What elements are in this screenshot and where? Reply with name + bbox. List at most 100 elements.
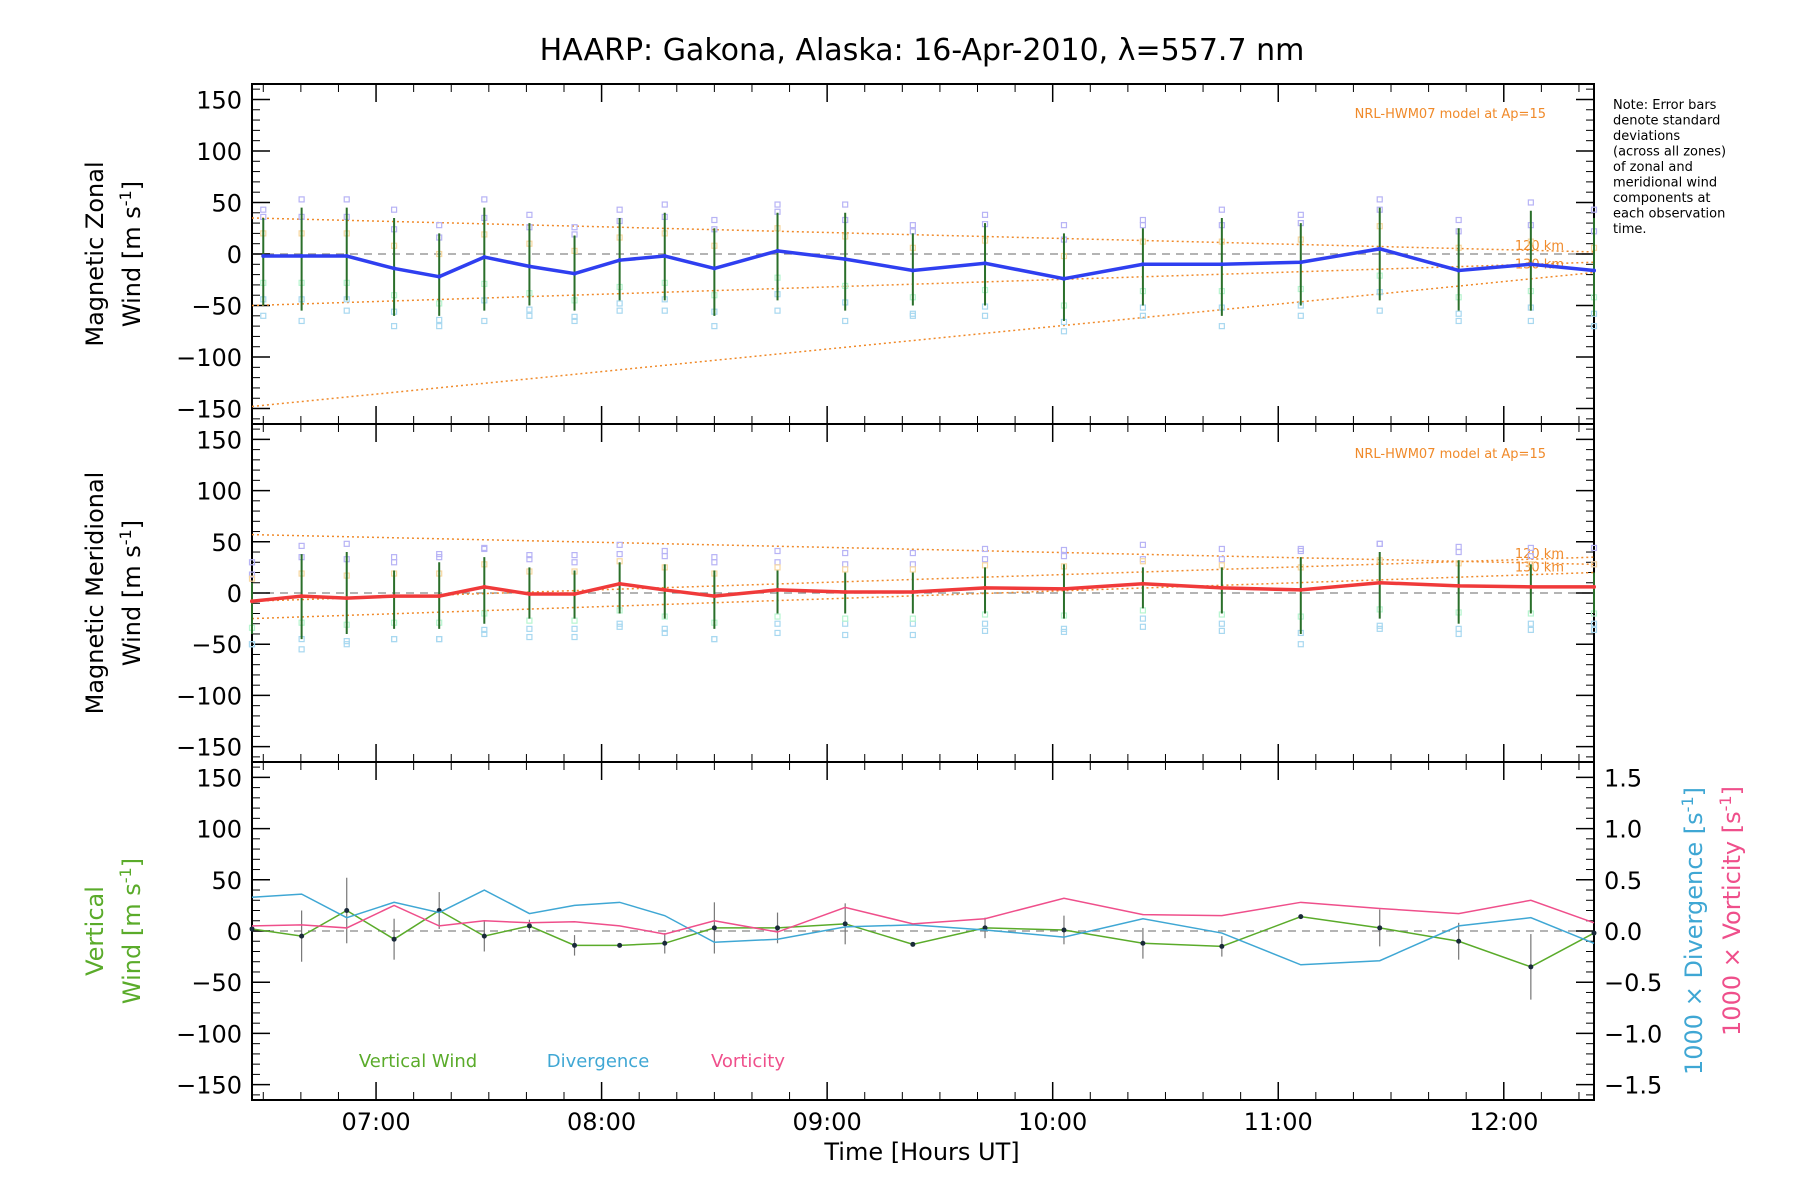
y-tick-label: 100 bbox=[196, 138, 242, 166]
data-point bbox=[482, 584, 487, 589]
y-tick-label: −150 bbox=[176, 734, 242, 762]
zone-point bbox=[909, 566, 916, 573]
data-point bbox=[1219, 585, 1224, 590]
zone-point bbox=[981, 620, 989, 627]
note-line: meridional wind bbox=[1613, 176, 1717, 191]
data-point bbox=[437, 594, 442, 599]
zone-point bbox=[298, 646, 305, 653]
legend-item: Vorticity bbox=[711, 1051, 785, 1072]
zone-point bbox=[774, 613, 781, 620]
zone-point bbox=[1218, 556, 1225, 563]
zone-point bbox=[571, 224, 578, 231]
y-tick-label: 100 bbox=[196, 478, 242, 506]
zone-point bbox=[248, 571, 256, 578]
zone-point bbox=[1139, 623, 1147, 630]
zone-point bbox=[1590, 561, 1598, 568]
data-point bbox=[344, 254, 349, 259]
y-axis-label-units: Wind [m s bbox=[118, 545, 146, 666]
zone-point bbox=[909, 631, 916, 639]
data-point bbox=[572, 271, 577, 276]
data-point bbox=[910, 268, 915, 273]
zone-point bbox=[1376, 196, 1383, 203]
zone-point bbox=[1376, 622, 1383, 629]
series-line-2 bbox=[251, 897, 1595, 935]
y-tick-label: 150 bbox=[196, 86, 242, 114]
zone-point bbox=[1455, 625, 1462, 632]
zone-point bbox=[1060, 628, 1068, 636]
model-alt-label: 120 km bbox=[1515, 239, 1564, 254]
vertical-wind-point bbox=[1528, 964, 1534, 970]
data-point bbox=[1061, 276, 1066, 281]
zone-point bbox=[298, 317, 305, 325]
x-axis-label: Time [Hours UT] bbox=[823, 1138, 1019, 1166]
zone-point bbox=[1060, 222, 1068, 229]
vertical-wind-point bbox=[526, 923, 532, 929]
zone-point bbox=[1527, 620, 1534, 627]
data-point bbox=[712, 594, 717, 599]
zone-point bbox=[1376, 307, 1383, 314]
y2-tick-label: 0.5 bbox=[1604, 867, 1642, 895]
zone-point bbox=[1590, 323, 1598, 330]
note-line: Note: Error bars bbox=[1613, 98, 1717, 113]
zone-point bbox=[774, 559, 781, 566]
data-point bbox=[617, 258, 622, 263]
zone-point bbox=[526, 556, 533, 563]
x-tick-label: 09:00 bbox=[793, 1108, 862, 1136]
zone-point bbox=[436, 635, 443, 643]
zone-point bbox=[436, 323, 443, 330]
zone-point bbox=[390, 206, 398, 213]
data-point bbox=[775, 248, 780, 253]
zone-point bbox=[842, 201, 849, 208]
zone-point bbox=[842, 561, 849, 568]
zone-point bbox=[711, 635, 718, 643]
data-point bbox=[1528, 584, 1533, 589]
data-point bbox=[250, 599, 254, 604]
zone-point bbox=[481, 317, 488, 325]
note-line: each observation bbox=[1613, 207, 1725, 222]
data-point bbox=[1219, 262, 1224, 267]
data-point bbox=[527, 592, 532, 597]
y-tick-label: −50 bbox=[191, 631, 242, 659]
vertical-wind-point bbox=[299, 933, 305, 939]
vertical-wind-point bbox=[662, 940, 668, 946]
series-line bbox=[251, 581, 1594, 603]
zone-point bbox=[616, 550, 623, 558]
zone-point bbox=[436, 316, 443, 324]
data-point bbox=[910, 589, 915, 594]
zone-point bbox=[571, 317, 578, 325]
y2-label-divergence-text: 1000 × Divergence [s bbox=[1680, 812, 1708, 1075]
zone-point bbox=[1527, 553, 1534, 560]
zone-point bbox=[774, 629, 781, 637]
zone-point bbox=[981, 627, 989, 634]
y-axis-label-close: ] bbox=[118, 520, 146, 529]
zone-point bbox=[343, 307, 350, 314]
zone-point bbox=[526, 552, 533, 559]
y-tick-label: 0 bbox=[227, 580, 242, 608]
zone-point bbox=[1218, 627, 1225, 634]
zone-point bbox=[711, 635, 718, 643]
zone-point bbox=[1455, 630, 1462, 638]
y-tick-label: −50 bbox=[191, 293, 242, 321]
y-axis-label-units: Wind [m s bbox=[118, 883, 146, 1004]
vertical-wind-point bbox=[910, 941, 916, 947]
zone-point bbox=[1218, 206, 1225, 213]
zone-point bbox=[481, 630, 488, 638]
y2-label-divergence: 1000 × Divergence [s-1] bbox=[1678, 787, 1708, 1075]
zone-point bbox=[774, 620, 781, 627]
y-tick-label: −150 bbox=[176, 1072, 242, 1100]
vertical-wind-point bbox=[711, 925, 717, 931]
model-curve bbox=[251, 217, 1595, 253]
vertical-wind-point bbox=[617, 942, 623, 948]
zone-point bbox=[1590, 626, 1598, 633]
zone-point bbox=[260, 206, 267, 213]
model-label: NRL-HWM07 model at Ap=15 bbox=[1355, 447, 1546, 462]
zone-point bbox=[909, 561, 916, 568]
zone-point bbox=[1376, 540, 1383, 547]
data-point bbox=[662, 254, 667, 259]
y2-tick-label: 1.0 bbox=[1604, 816, 1642, 844]
zone-point bbox=[481, 196, 488, 203]
data-point bbox=[392, 266, 397, 271]
y-tick-label: −50 bbox=[191, 969, 242, 997]
series-line bbox=[263, 247, 1595, 281]
